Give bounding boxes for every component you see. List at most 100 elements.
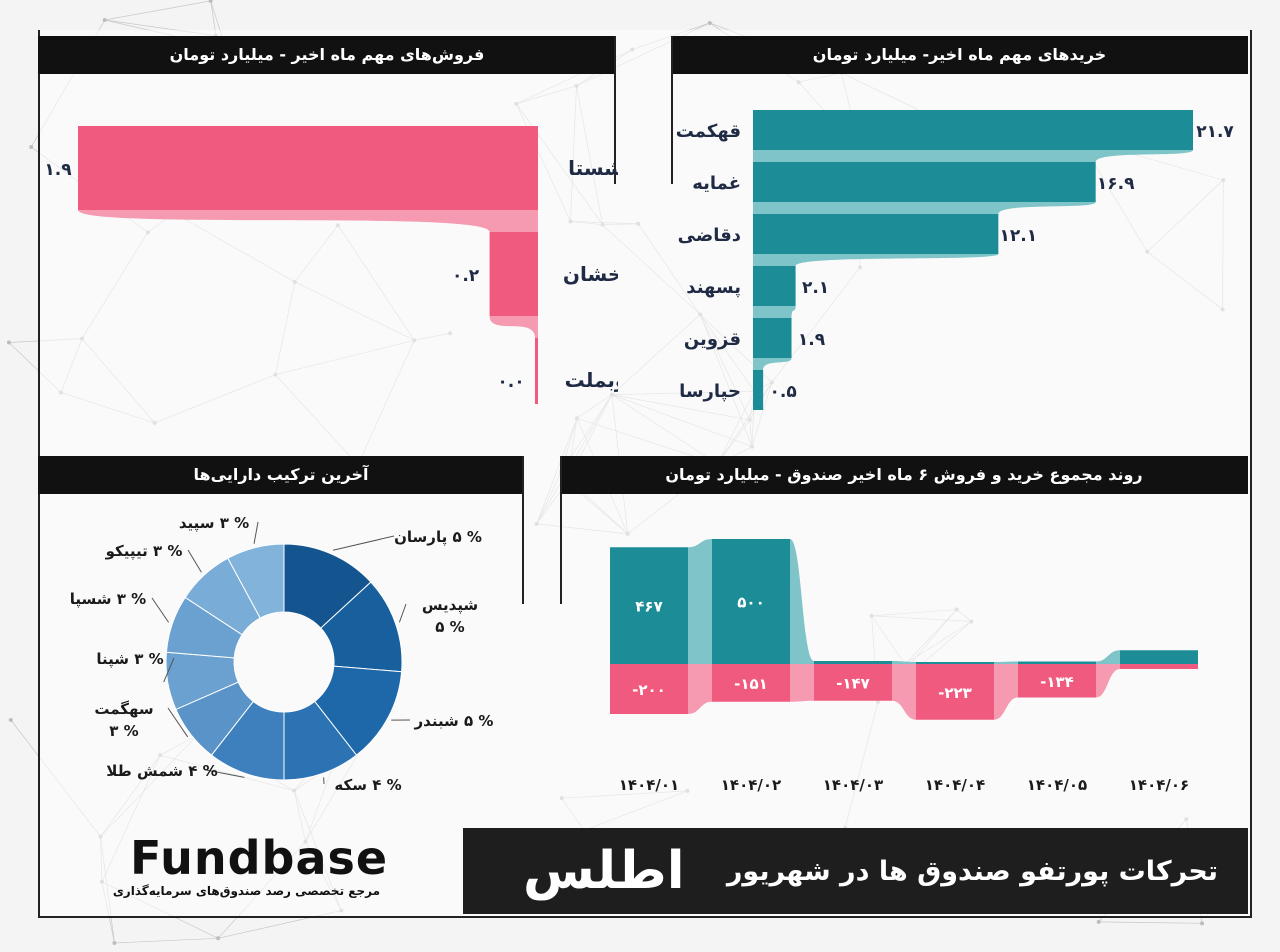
footer-banner: اطلس تحرکات پورتفو صندوق ها در شهریور: [463, 828, 1248, 914]
sell-value-label: -۱۵۱: [734, 675, 768, 693]
buys-value-label: ۲.۱: [802, 278, 829, 298]
buy-bar: [814, 661, 892, 664]
buys-connector: [753, 254, 999, 266]
buys-connector: [753, 306, 796, 318]
sell-connector: [1096, 664, 1120, 698]
donut-label: شپدیس: [422, 596, 478, 615]
buys-bar-chart: قهکمت ۲۱.۷ غمایه ۱۶.۹ دقاضی ۱۲.۱ پسهند ۲.۱ قزوین…: [676, 110, 1234, 410]
buys-bar: [753, 214, 999, 254]
donut-leader: [253, 521, 259, 544]
sales-bar-chart: شستا ۱.۹ اخشان ۰.۲ وبملت ۰.۰: [44, 126, 618, 404]
sales-chart-title: فروش‌های مهم ماه اخیر - میلیارد تومان: [38, 36, 616, 74]
donut-leader: [187, 549, 202, 573]
logo-tagline: مرجع تخصصی رصد صندوق‌های سرمایه‌گذاری: [112, 884, 380, 898]
network-node: [102, 17, 107, 22]
donut-label: % ۳ شسپا: [70, 590, 146, 609]
buy-value-label: ۵۰۰: [737, 594, 764, 612]
sell-bar: [610, 664, 688, 714]
sales-divider: [614, 36, 616, 184]
network-node: [29, 145, 34, 150]
buys-bar: [753, 266, 796, 306]
sell-value-label: -۲۲۳: [938, 684, 972, 702]
trend-chart-title: روند مجموع خرید و فروش ۶ ماه اخیر صندوق …: [560, 456, 1248, 494]
trend-x-label: ۱۴۰۴/۰۳: [823, 776, 883, 794]
donut-label: % ۳ سپید: [179, 514, 249, 533]
buy-connector: [688, 539, 712, 664]
sell-bar: [1120, 664, 1198, 669]
buys-bar: [753, 370, 764, 410]
donut-leader: [167, 707, 189, 738]
buys-connector: [753, 358, 792, 370]
trend-x-label: ۱۴۰۴/۰۲: [721, 776, 781, 794]
network-node: [216, 936, 221, 941]
network-node: [707, 20, 712, 25]
buy-bar: [610, 547, 688, 664]
sell-bar: [1018, 664, 1096, 698]
sales-value-label: ۰.۰: [497, 372, 524, 392]
donut-leader: [151, 597, 170, 623]
buys-category-label: غمایه: [692, 173, 741, 194]
donut-label: سهگمت: [94, 700, 153, 718]
sell-value-label: -۱۳۴: [1040, 673, 1074, 691]
buy-value-label: ۴۶۷: [635, 598, 662, 616]
network-line: [104, 0, 211, 21]
sell-bar: [814, 664, 892, 701]
sales-connector: [489, 316, 538, 338]
buys-category-label: قزوین: [684, 329, 741, 350]
buys-category-label: پسهند: [686, 277, 741, 298]
network-line: [114, 937, 219, 944]
network-node: [208, 0, 213, 3]
sales-bar: [535, 338, 538, 404]
buys-divider: [671, 36, 673, 184]
sales-category-label: شستا: [568, 156, 618, 180]
sell-bar: [712, 664, 790, 702]
donut-leader: [398, 603, 407, 623]
sell-value-label: -۲۰۰: [632, 681, 666, 699]
assets-donut-chart: % ۵ پارسان شپدیس % ۵ % ۵ شبندر % ۴ سکه % ۴ شم…: [70, 514, 494, 794]
trend-x-label: ۱۴۰۴/۰۴: [925, 776, 985, 794]
sell-connector: [892, 664, 916, 720]
buys-connector: [753, 150, 1193, 162]
footer-subtitle: تحرکات پورتفو صندوق ها در شهریور: [726, 856, 1218, 887]
buys-category-label: دقاضی: [678, 225, 741, 246]
buy-connector: [892, 661, 916, 664]
buys-bar: [753, 162, 1096, 202]
trend-x-label: ۱۴۰۴/۰۱: [619, 776, 679, 794]
network-node: [8, 717, 13, 722]
buys-connector: [753, 202, 1096, 214]
donut-leader: [205, 769, 245, 778]
network-line: [1098, 921, 1203, 924]
buy-bar: [1120, 650, 1198, 664]
trend-x-label: ۱۴۰۴/۰۶: [1129, 776, 1189, 794]
buys-value-label: ۲۱.۷: [1196, 122, 1234, 142]
buys-value-label: ۰.۵: [770, 382, 797, 402]
assets-divider: [522, 456, 524, 604]
donut-label: % ۳ تیپیکو: [105, 542, 183, 561]
donut-slice: [227, 543, 285, 619]
sell-value-label: -۱۴۷: [836, 674, 870, 692]
sales-connector: [78, 210, 538, 232]
buys-value-label: ۱۶.۹: [1097, 174, 1135, 194]
buys-category-label: حپارسا: [679, 381, 741, 402]
footer-title: اطلس: [523, 841, 685, 901]
buy-bar: [712, 539, 790, 664]
buys-chart-title: خریدهای مهم ماه اخیر- میلیارد تومان: [671, 36, 1248, 74]
trend-divider: [560, 456, 562, 604]
sell-connector: [790, 664, 814, 702]
fundbase-logo: Fundbase مرجع تخصصی رصد صندوق‌های سرمایه…: [113, 832, 387, 902]
donut-label: % ۳ شپنا: [96, 650, 163, 669]
buy-bar: [916, 662, 994, 664]
buys-category-label: قهکمت: [676, 121, 741, 142]
buy-connector: [1096, 650, 1120, 664]
donut-label: % ۴ سکه: [334, 776, 401, 794]
trend-x-label: ۱۴۰۴/۰۵: [1027, 776, 1087, 794]
donut-leader: [163, 657, 175, 683]
sales-bar: [78, 126, 538, 210]
network-node: [6, 340, 11, 345]
sell-connector: [688, 664, 712, 714]
buy-bar: [1018, 661, 1096, 664]
buys-value-label: ۱۲.۱: [1000, 226, 1038, 246]
network-node: [1096, 919, 1101, 924]
donut-label: % ۵ پارسان: [394, 528, 482, 547]
donut-label: % ۴ شمش طلا: [106, 762, 217, 780]
